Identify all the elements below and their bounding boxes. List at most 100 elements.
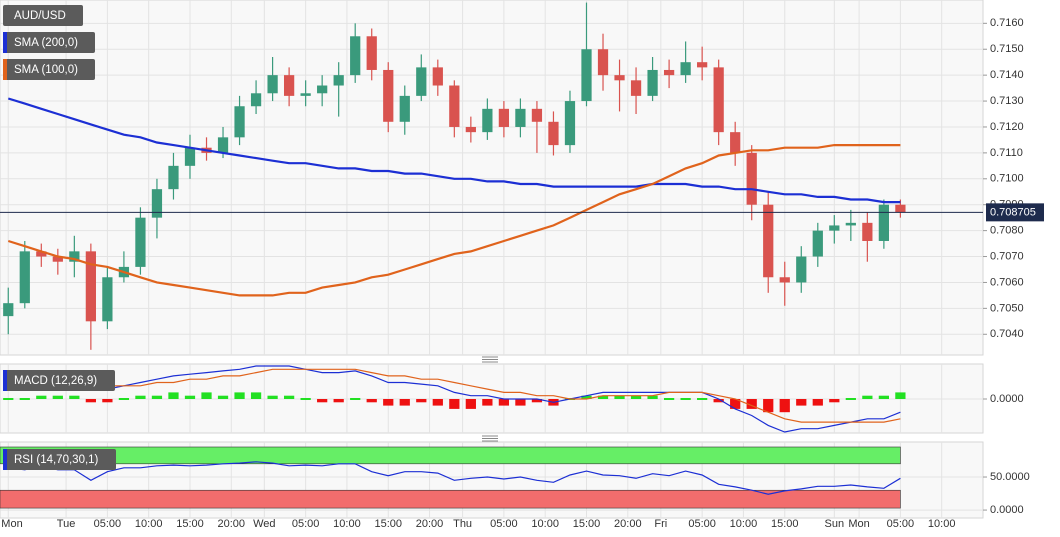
- macd-histogram-bar: [184, 395, 196, 399]
- x-tick-label: 10:00: [333, 518, 361, 530]
- candle-body: [36, 251, 47, 257]
- macd-histogram-bar: [614, 395, 625, 399]
- candle-body: [763, 204, 774, 278]
- y-tick-label: 0.7100: [990, 173, 1024, 185]
- y-tick-label: 0.0000: [990, 504, 1024, 516]
- macd-histogram-bar: [746, 398, 757, 409]
- x-tick-label: Mon: [848, 518, 869, 530]
- candle-body: [102, 277, 113, 322]
- x-tick-label: Tue: [57, 518, 76, 530]
- x-tick-label: 15:00: [176, 518, 204, 530]
- candle-body: [862, 222, 873, 241]
- candle-body: [482, 108, 493, 133]
- macd-histogram-bar: [845, 397, 856, 400]
- candle-body: [630, 80, 642, 96]
- legend-swatch: [3, 449, 7, 470]
- y-tick-label: 0.7050: [990, 302, 1024, 314]
- x-tick-label: 15:00: [374, 518, 402, 530]
- y-tick-label: 0.7130: [990, 95, 1024, 107]
- y-tick-label: 0.7140: [990, 69, 1024, 81]
- candle-body: [383, 69, 394, 122]
- legend-box: [3, 32, 95, 53]
- x-tick-label: 05:00: [490, 518, 518, 530]
- candle-body: [168, 165, 179, 190]
- macd-histogram-bar: [333, 398, 344, 403]
- candle-body: [250, 93, 262, 107]
- legend-swatch: [3, 32, 7, 53]
- candle-body: [465, 126, 476, 133]
- panel-handle[interactable]: [482, 356, 498, 363]
- candle-body: [151, 189, 163, 218]
- macd-histogram-bar: [85, 398, 96, 403]
- legend-box: [3, 59, 95, 80]
- macd-histogram-bar: [763, 398, 774, 413]
- macd-histogram-bar: [52, 395, 63, 399]
- y-tick-label: 0.7060: [990, 276, 1024, 288]
- x-tick-label: 05:00: [887, 518, 915, 530]
- candle-body: [317, 85, 328, 94]
- macd-histogram-bar: [730, 398, 741, 409]
- main-panel: [0, 0, 984, 356]
- candle-body: [52, 256, 63, 262]
- candle-body: [283, 75, 295, 96]
- candle-body: [746, 152, 757, 205]
- candle-body: [796, 256, 807, 283]
- macd-histogram-bar: [449, 398, 460, 409]
- candle-body: [399, 95, 410, 122]
- macd-histogram-bar: [267, 395, 278, 399]
- candle-body: [416, 67, 427, 96]
- candle-body: [531, 108, 543, 122]
- y-tick-label: 0.7120: [990, 121, 1024, 133]
- candle-body: [300, 93, 311, 96]
- candle-body: [680, 62, 691, 76]
- x-tick-label: 20:00: [614, 518, 642, 530]
- macd-histogram-bar: [250, 392, 262, 399]
- macd-line: [8, 365, 901, 433]
- candle-body: [713, 67, 724, 133]
- candle-body: [498, 108, 510, 127]
- candle-body: [730, 132, 741, 153]
- macd-histogram-bar: [663, 397, 675, 400]
- candle-body: [564, 101, 576, 146]
- candle-body: [19, 251, 30, 304]
- x-tick-label: 05:00: [292, 518, 320, 530]
- macd-line: [8, 368, 901, 423]
- y-tick-label: 0.7110: [990, 147, 1023, 159]
- x-tick-label: 15:00: [771, 518, 799, 530]
- legend: AUD/USD SMA (200,0) SMA (100,0): [3, 5, 95, 80]
- candle-body: [697, 62, 708, 68]
- macd-histogram-bar: [432, 398, 443, 406]
- panel-handle[interactable]: [482, 435, 498, 442]
- rsi-line: [8, 461, 901, 495]
- macd-histogram-bar: [366, 398, 377, 403]
- candle-body: [845, 222, 856, 226]
- macd-histogram-bar: [482, 398, 493, 406]
- macd-histogram-bar: [118, 397, 130, 400]
- macd-histogram-bar: [317, 398, 328, 403]
- macd-histogram-bar: [581, 395, 592, 399]
- last-price-box: [986, 203, 1044, 222]
- x-tick-label: Sun: [825, 518, 845, 530]
- candle-body: [812, 230, 823, 257]
- macd-histogram-bar: [713, 398, 724, 403]
- x-tick-label: 20:00: [416, 518, 444, 530]
- last-price-label: 0.708705: [990, 206, 1036, 218]
- macd-histogram-bar: [597, 395, 609, 399]
- candle-body: [878, 204, 889, 241]
- macd-histogram-bar: [19, 397, 30, 400]
- overlay: Mon Tue 05:00 10:00 15:00 20:00 Wed 05:00 10:00 1…: [1, 17, 1044, 530]
- macd-histogram-bar: [878, 395, 889, 399]
- macd-histogram-bar: [201, 392, 212, 399]
- legend-swatch: [3, 370, 7, 391]
- x-tick-label: 15:00: [573, 518, 601, 530]
- legend-label: SMA (100,0): [14, 64, 78, 76]
- legend-swatch: [3, 59, 7, 80]
- x-tick-label: 10:00: [135, 518, 163, 530]
- candle-body: [85, 251, 96, 322]
- legend-title: RSI (14,70,30,1): [14, 454, 99, 466]
- x-tick-label: Fri: [654, 518, 667, 530]
- legend-title: MACD (12,26,9): [14, 375, 97, 387]
- macd-histogram-bar: [350, 397, 361, 400]
- y-tick-label: 0.7070: [990, 250, 1024, 262]
- candle-body: [350, 36, 361, 76]
